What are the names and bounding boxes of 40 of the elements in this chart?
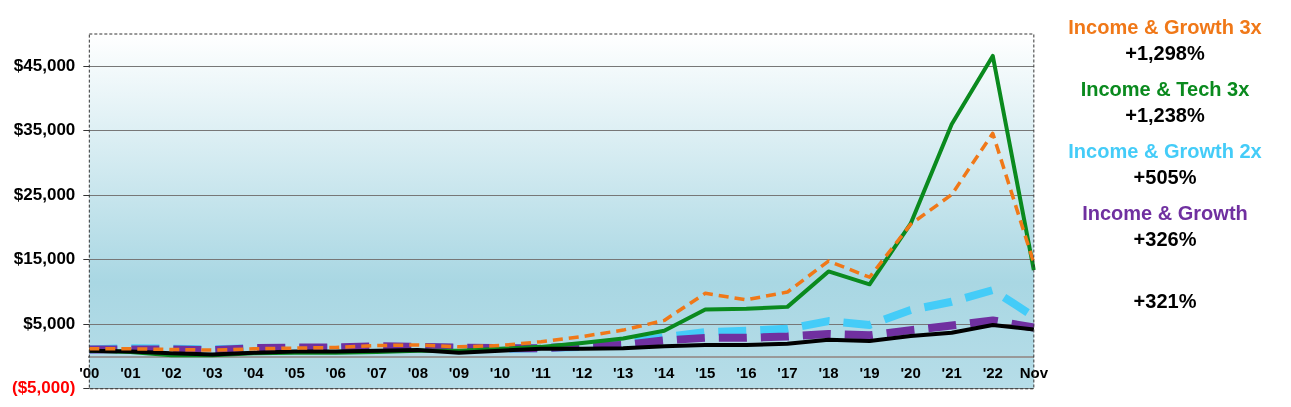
x-tick-label: '10	[489, 363, 511, 381]
x-tick-label: '20	[900, 363, 921, 381]
x-tick-label: '06	[325, 363, 346, 381]
x-tick-label: '22	[982, 363, 1003, 381]
x-tick-label: '03	[202, 363, 223, 381]
x-tick-label: '16	[736, 363, 757, 381]
text: Income & Tech 3x	[1079, 77, 1251, 102]
x-tick-label: '01	[120, 363, 141, 381]
text: Income & Growth 3x	[1067, 15, 1263, 40]
y-tick-label: $45,000	[13, 55, 76, 75]
text: +321%	[1132, 289, 1198, 314]
y-tick-label: $25,000	[13, 184, 76, 204]
x-tick-label: Nov	[1019, 363, 1049, 381]
x-tick-label: '00	[79, 363, 100, 381]
text: +1,238%	[1124, 103, 1206, 128]
x-tick-label: '21	[941, 363, 962, 381]
y-tick-label: ($5,000)	[11, 378, 76, 398]
x-tick-label: '15	[695, 363, 716, 381]
x-tick-label: '09	[448, 363, 470, 381]
x-tick-label: '12	[571, 363, 593, 381]
x-tick-label: '04	[243, 363, 265, 381]
x-tick-label: '05	[284, 363, 305, 381]
y-tick-label: $35,000	[13, 120, 76, 140]
x-tick-label: '13	[613, 363, 634, 381]
x-tick-label: '08	[407, 363, 428, 381]
x-tick-label: '02	[161, 363, 182, 381]
text: +326%	[1132, 227, 1198, 252]
x-tick-label: '14	[654, 363, 676, 381]
text: Income & Growth 2x	[1067, 139, 1263, 164]
y-tick-label: $15,000	[13, 249, 76, 269]
x-tick-label: '17	[777, 363, 798, 381]
text: +1,298%	[1124, 41, 1206, 66]
text: Income & Growth	[1081, 201, 1249, 226]
line-series	[87, 131, 1036, 352]
x-tick-label: '07	[366, 363, 387, 381]
text: +505%	[1132, 165, 1198, 190]
x-tick-label: '18	[818, 363, 839, 381]
x-tick-label: '11	[531, 363, 551, 381]
y-tick-label: $5,000	[23, 313, 76, 333]
x-tick-label: '19	[859, 363, 880, 381]
